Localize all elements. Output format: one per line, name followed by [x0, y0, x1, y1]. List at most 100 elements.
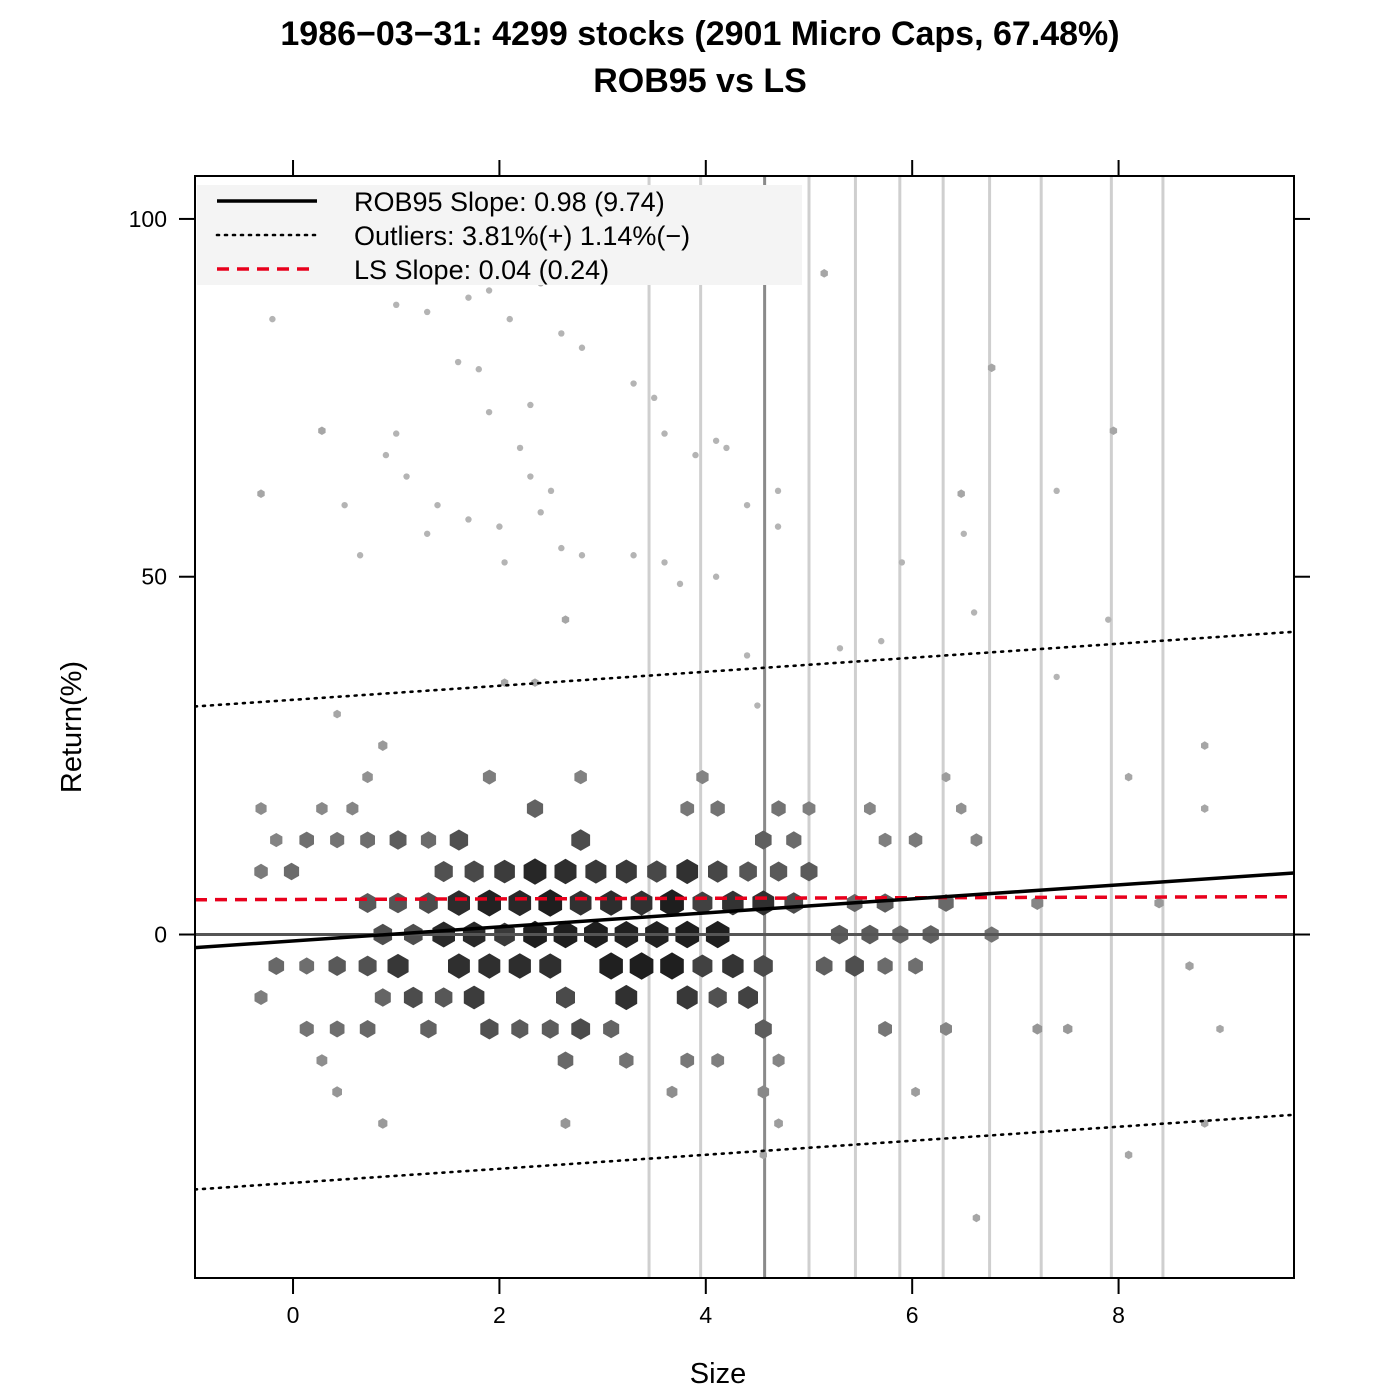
outlier-point	[403, 473, 410, 480]
hexbin-cell	[1109, 426, 1118, 435]
hexbin-cell	[877, 957, 893, 975]
hexbin-cell	[574, 769, 587, 785]
outlier-point	[743, 501, 751, 509]
hexbin-cell	[554, 858, 577, 885]
hexbin-cell	[692, 954, 713, 978]
hexbin-cell	[556, 986, 575, 1009]
outlier-point	[547, 487, 555, 495]
hexbin-cell	[299, 831, 314, 849]
hexbin-cell	[358, 955, 377, 977]
outlier-point	[465, 516, 472, 523]
hexbin-cell	[1185, 961, 1194, 971]
outlier-point	[630, 552, 637, 559]
outlier-point	[754, 702, 761, 709]
x-tick-label: 4	[699, 1302, 712, 1328]
outlier-point	[661, 430, 668, 437]
hexbin-cell	[283, 862, 300, 881]
x-tick-label: 0	[287, 1302, 300, 1328]
hexbin-cell	[774, 1118, 783, 1129]
x-tick-label: 6	[906, 1302, 919, 1328]
hexbin-cell	[316, 1054, 328, 1067]
hexbin-cell	[1031, 896, 1044, 910]
hexbin-cell	[1201, 741, 1209, 750]
outlier-point	[692, 451, 699, 459]
hexbin-cell	[464, 860, 484, 883]
hexbin-cell	[299, 1020, 314, 1038]
x-tick-label: 8	[1112, 1302, 1125, 1328]
hexbin-cell	[680, 1052, 695, 1069]
hexbin-cell	[541, 1019, 559, 1039]
hexbin-cell	[647, 860, 667, 883]
outlier-point	[506, 315, 513, 323]
hexbin-cell	[508, 890, 532, 917]
outlier-point	[558, 544, 565, 552]
y-tick-label: 50	[141, 564, 167, 590]
hexbin-cell	[757, 1085, 770, 1099]
hexbin-cell	[511, 1019, 529, 1039]
hexbin-cell	[940, 1022, 952, 1036]
outlier-point	[712, 437, 720, 444]
hexbin-cell	[1216, 1024, 1224, 1034]
outlier-point	[393, 301, 400, 309]
hexbin-cell	[585, 859, 607, 884]
hexbin-cell	[571, 1018, 591, 1040]
outlier-point	[393, 430, 400, 437]
x-axis-label: Size	[690, 1358, 746, 1390]
hexbin-cell	[434, 861, 453, 883]
outlier-point	[1053, 673, 1060, 681]
hexbin-cell	[753, 955, 773, 977]
hexbin-cell	[660, 889, 684, 917]
hexbin-cell	[1124, 1150, 1133, 1160]
hexbin-cell	[389, 892, 407, 914]
hexbin-cell	[1063, 1023, 1073, 1035]
hexbin-cell	[268, 957, 285, 975]
outlier-point	[651, 394, 658, 402]
hexbin-cell	[615, 984, 638, 1011]
hexbin-cell	[759, 1150, 767, 1160]
hexbin-cell	[815, 956, 833, 976]
legend: ROB95 Slope: 0.98 (9.74) Outliers: 3.81%(…	[197, 185, 802, 285]
outlier-point	[485, 408, 493, 416]
hexbin-cell	[420, 1019, 437, 1039]
hexbin-cell	[752, 890, 775, 916]
y-tick-label: 0	[154, 922, 167, 948]
hexbin-cell	[619, 1052, 634, 1069]
legend-entry-label: Outliers: 3.81%(+) 1.14%(−)	[354, 221, 690, 251]
rob95-line	[195, 871, 1294, 950]
hexbin-cell	[270, 833, 283, 848]
hexbin-cell	[255, 802, 267, 815]
hexbin-cell	[772, 1053, 785, 1068]
hexbin-cell	[420, 831, 437, 849]
axes: 0 2 4 6 8 0 50 100	[129, 160, 1310, 1328]
outlier-point	[712, 573, 720, 580]
hexbin-cell	[330, 831, 345, 849]
outlier-point	[485, 287, 493, 294]
hexbin-cell	[771, 800, 786, 817]
outlier-point	[501, 559, 508, 566]
plot-frame	[194, 175, 1295, 1279]
hexbin-cell	[800, 861, 818, 882]
outlier-point	[423, 530, 431, 537]
outlier-point	[774, 523, 782, 530]
hexbin-cell	[908, 957, 923, 975]
hexbin-cell	[676, 859, 699, 885]
hexbin-cell	[1201, 804, 1209, 813]
hexbin-cell	[254, 990, 268, 1005]
hexbin-cell	[346, 801, 359, 816]
hexbin-cell	[523, 858, 547, 885]
y-tick-label: 100	[129, 206, 167, 232]
hexbin-cell	[389, 830, 407, 850]
outlier-point	[836, 645, 844, 652]
hexbin-cell	[571, 829, 591, 851]
outlier-point	[1053, 487, 1060, 495]
hexbin-cell	[878, 1021, 892, 1037]
hexbin-cell	[676, 985, 698, 1010]
hexbin-cell	[878, 832, 892, 848]
outlier-point	[970, 609, 978, 616]
outlier-point	[898, 559, 906, 566]
hexbin-cell	[557, 1051, 574, 1070]
outlier-point	[434, 501, 441, 509]
hexbin-cell	[477, 889, 501, 917]
hexbin-cell	[463, 985, 485, 1010]
